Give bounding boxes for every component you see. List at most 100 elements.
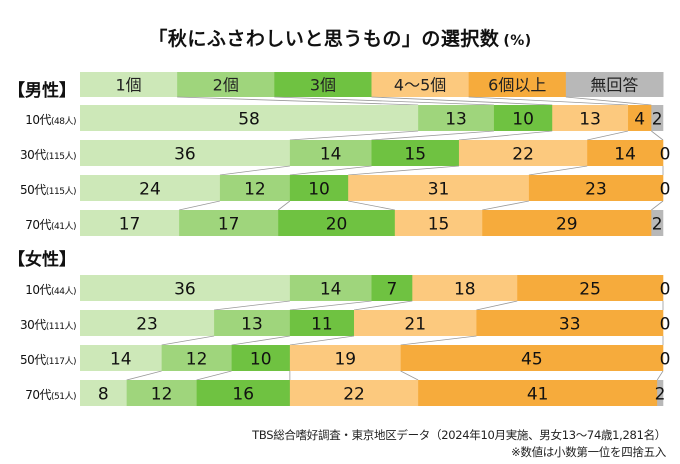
- bar-value-label: 2: [652, 215, 663, 235]
- connector-1-2-4: [400, 335, 477, 346]
- connector-1-2-1: [161, 335, 215, 346]
- bar-value-label: 33: [559, 315, 581, 335]
- legend-swatch-6: [565, 72, 664, 97]
- row-sample-size: (115人): [45, 187, 77, 197]
- bar-segment: [80, 380, 127, 406]
- row-age: 50代: [20, 183, 46, 197]
- group-label-male: 【男性】: [8, 81, 76, 101]
- connector-1-1-1: [214, 300, 290, 311]
- row-label: 50代(117人): [0, 351, 76, 368]
- bar-value-label: 41: [527, 385, 549, 405]
- row-label: 50代(115人): [0, 181, 76, 198]
- bar-value-label: 0: [660, 145, 671, 165]
- bar-segment: [394, 210, 483, 236]
- bar-value-label: 4: [634, 110, 645, 130]
- connector-1-2-3: [289, 335, 355, 346]
- row-sample-size: (115人): [45, 152, 77, 162]
- bar-value-label: 21: [404, 315, 426, 335]
- connector-1-3-5: [656, 370, 664, 381]
- bar-value-label: 14: [110, 350, 132, 370]
- bar-segment: [476, 310, 664, 336]
- row-label: 30代(115人): [0, 146, 76, 163]
- bar-value-label: 58: [238, 110, 260, 130]
- bar-value-label: 2: [652, 110, 663, 130]
- bar-value-label: 19: [334, 350, 356, 370]
- bar-segment: [80, 210, 180, 236]
- row-age: 70代: [25, 388, 52, 402]
- bar-value-label: 29: [556, 215, 578, 235]
- bar-value-label: 0: [660, 180, 671, 200]
- bar-segment: [278, 210, 396, 236]
- row-label: 70代(41人): [0, 216, 76, 233]
- bar-segment: [651, 105, 664, 131]
- bar-segment: [517, 275, 664, 301]
- bar-value-label: 23: [585, 180, 607, 200]
- bar-segment: [418, 380, 658, 406]
- row-sample-size: (111人): [45, 322, 77, 332]
- connector-0-1-4: [587, 130, 629, 141]
- row-sample-size: (51人): [51, 392, 76, 402]
- row-age: 30代: [20, 148, 46, 162]
- connector-0-1-3: [458, 130, 553, 141]
- legend-label-1: 1個: [115, 76, 141, 95]
- bar-segment: [161, 345, 232, 371]
- legend-swatch-2: [177, 72, 275, 97]
- bar-value-label: 31: [428, 180, 450, 200]
- bar-value-label: 0: [660, 280, 671, 300]
- bar-value-label: 14: [614, 145, 636, 165]
- bar-segment: [80, 275, 291, 301]
- connector-0-1-1: [289, 130, 419, 141]
- bar-value-label: 17: [218, 215, 240, 235]
- bar-value-label: 13: [445, 110, 467, 130]
- bar-value-label: 17: [119, 215, 141, 235]
- bar-value-label: 25: [579, 280, 601, 300]
- bar-segment: [400, 345, 664, 371]
- bar-segment: [126, 380, 197, 406]
- connector-0-3-2: [277, 200, 291, 211]
- connector-1-1-2: [289, 300, 372, 311]
- bar-segment: [418, 105, 495, 131]
- bar-value-label: 18: [454, 280, 476, 300]
- connector-1-1-3: [353, 300, 413, 311]
- connector-1-3-4: [400, 370, 419, 381]
- source-footnote: TBS総合嗜好調査・東京地区データ（2024年10月実施、男女13～74歳1,2…: [252, 428, 666, 442]
- connector-0-0-3: [371, 96, 553, 106]
- connector-0-0-1: [177, 96, 419, 106]
- bar-segment: [289, 345, 401, 371]
- bar-value-label: 13: [579, 110, 601, 130]
- connector-1-3-2: [196, 370, 232, 381]
- bar-segment: [80, 310, 215, 336]
- bar-segment: [552, 105, 629, 131]
- row-label: 10代(48人): [0, 111, 76, 128]
- bar-value-label: 10: [250, 350, 272, 370]
- legend-label-4: 4～5個: [394, 76, 446, 95]
- bar-value-label: 16: [232, 385, 254, 405]
- row-label: 30代(111人): [0, 316, 76, 333]
- row-age: 10代: [25, 283, 52, 297]
- bar-segment: [482, 210, 652, 236]
- connector-1-1-4: [476, 300, 518, 311]
- bar-value-label: 12: [186, 350, 208, 370]
- bar-value-label: 14: [320, 145, 342, 165]
- bar-segment: [587, 140, 664, 166]
- connector-0-0-4: [468, 96, 629, 106]
- rounding-footnote: ※数値は小数第一位を四捨五入: [511, 445, 666, 459]
- legend-swatch-5: [468, 72, 567, 97]
- bar-segment: [371, 275, 413, 301]
- bar-value-label: 14: [320, 280, 342, 300]
- legend-label-5: 6個以上: [488, 76, 546, 95]
- bar-segment: [289, 275, 372, 301]
- chart-title-text: 「秋にふさわしいと思うもの」の選択数: [148, 28, 500, 50]
- bar-value-label: 0: [660, 350, 671, 370]
- bar-value-label: 8: [98, 385, 109, 405]
- connector-1-2-2: [231, 335, 290, 346]
- row-age: 30代: [20, 318, 46, 332]
- row-label: 70代(51人): [0, 386, 76, 403]
- bar-value-label: 22: [343, 385, 365, 405]
- legend-label-3: 3個: [310, 76, 336, 95]
- bar-segment: [214, 310, 291, 336]
- row-age: 50代: [20, 353, 46, 367]
- bar-segment: [289, 310, 355, 336]
- bar-segment: [289, 380, 419, 406]
- bar-value-label: 24: [139, 180, 161, 200]
